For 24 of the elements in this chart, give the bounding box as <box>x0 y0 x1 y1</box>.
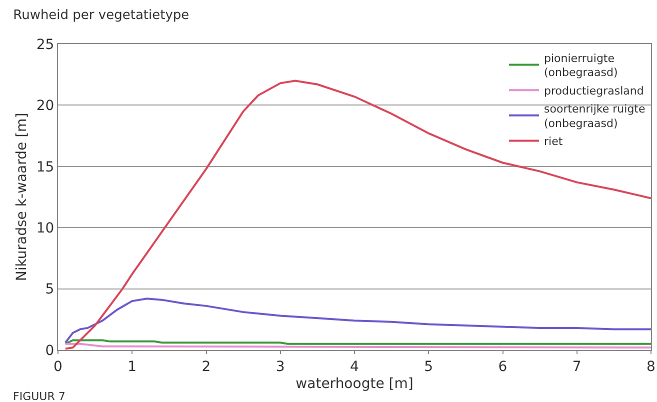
line-series <box>64 298 651 344</box>
chart-title: Ruwheid per vegetatietype <box>13 8 190 24</box>
x-tick-label: 5 <box>424 358 434 375</box>
legend-label: soortenrijke ruigte (onbegraasd) <box>544 102 646 130</box>
x-tick-label: 6 <box>498 358 508 375</box>
legend-label: pionierruigte (onbegraasd) <box>544 52 618 80</box>
x-tick-label: 7 <box>572 358 582 375</box>
y-tick-label: 0 <box>45 342 54 359</box>
text: FIGUUR 7 <box>13 390 66 402</box>
y-tick-label: 25 <box>36 36 54 53</box>
x-tick-label: 8 <box>646 358 656 375</box>
x-tick-label: 3 <box>276 358 285 375</box>
y-tick-label: 15 <box>36 159 54 176</box>
legend-label: productiegrasland <box>544 84 644 98</box>
y-tick-label: 20 <box>36 98 54 114</box>
y-tick-label: 10 <box>36 220 54 236</box>
x-axis-title: waterhoogte [m] <box>296 376 414 392</box>
x-tick-label: 4 <box>350 358 360 375</box>
legend-label: riet <box>544 134 564 148</box>
line-series <box>64 80 651 350</box>
x-tick-label: 2 <box>202 358 211 375</box>
y-axis-title: Nikuradse k-waarde [m] <box>14 112 30 282</box>
x-tick-label: 1 <box>128 358 137 375</box>
y-tick-label: 5 <box>45 282 54 298</box>
